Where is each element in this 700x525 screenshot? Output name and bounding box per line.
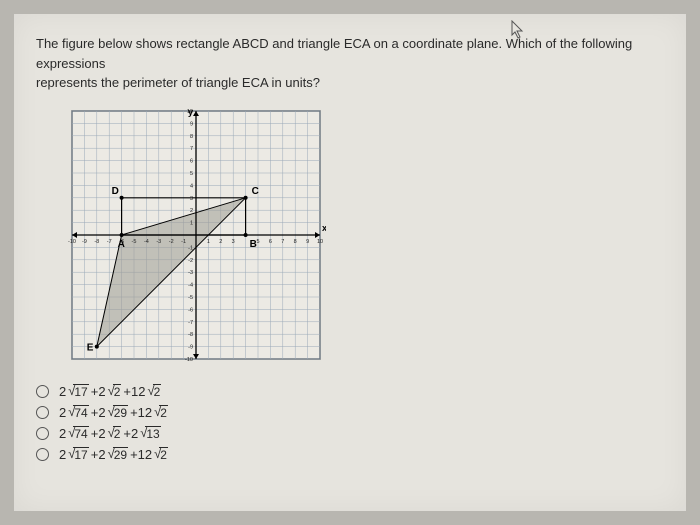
question-text: The figure below shows rectangle ABCD an… — [36, 34, 664, 93]
svg-text:1: 1 — [190, 220, 193, 226]
sqrt-icon: √2 — [108, 384, 122, 398]
svg-text:3: 3 — [190, 195, 193, 201]
sqrt-icon: √74 — [68, 405, 89, 419]
svg-text:C: C — [252, 185, 259, 196]
option-4[interactable]: 2 √17 + 2 √29 + 12 √2 — [36, 447, 664, 462]
opt1-c1: 2 — [59, 384, 66, 399]
svg-text:-9: -9 — [188, 344, 193, 350]
svg-text:-7: -7 — [188, 319, 193, 325]
svg-text:1: 1 — [207, 239, 210, 245]
svg-text:-3: -3 — [188, 270, 193, 276]
sqrt-icon: √74 — [68, 426, 89, 440]
svg-text:6: 6 — [190, 158, 193, 164]
svg-text:A: A — [118, 239, 125, 250]
svg-text:6: 6 — [269, 239, 272, 245]
svg-text:-7: -7 — [107, 239, 112, 245]
radio-icon — [36, 448, 49, 461]
svg-text:-8: -8 — [94, 239, 99, 245]
sqrt-icon: √17 — [68, 447, 89, 461]
sqrt-icon: √2 — [154, 447, 168, 461]
sqrt-icon: √29 — [108, 405, 129, 419]
svg-text:-1: -1 — [188, 245, 193, 251]
page: The figure below shows rectangle ABCD an… — [14, 14, 686, 511]
svg-text:-8: -8 — [188, 332, 193, 338]
svg-text:-4: -4 — [144, 239, 149, 245]
svg-text:-2: -2 — [188, 257, 193, 263]
svg-text:4: 4 — [190, 183, 193, 189]
cursor-icon — [510, 20, 526, 45]
svg-text:-10: -10 — [68, 239, 76, 245]
opt1-c2: 2 — [98, 384, 105, 399]
svg-text:B: B — [250, 239, 257, 250]
option-2[interactable]: 2 √74 + 2 √29 + 12 √2 — [36, 405, 664, 420]
radio-icon — [36, 427, 49, 440]
options: 2 √17 + 2 √2 + 12 √2 2 √74 + 2 √29 + 12 … — [36, 384, 664, 462]
sqrt-icon: √17 — [68, 384, 89, 398]
option-3[interactable]: 2 √74 + 2 √2 + 2 √13 — [36, 426, 664, 441]
svg-text:D: D — [112, 185, 119, 196]
question-line2: represents the perimeter of triangle ECA… — [36, 75, 320, 90]
svg-text:-2: -2 — [169, 239, 174, 245]
svg-text:8: 8 — [190, 133, 193, 139]
svg-text:-10: -10 — [185, 357, 193, 363]
svg-text:10: 10 — [317, 239, 323, 245]
svg-text:2: 2 — [219, 239, 222, 245]
svg-text:-9: -9 — [82, 239, 87, 245]
svg-text:3: 3 — [232, 239, 235, 245]
svg-text:8: 8 — [294, 239, 297, 245]
svg-text:-3: -3 — [156, 239, 161, 245]
sqrt-icon: √2 — [154, 405, 168, 419]
svg-text:y: y — [188, 107, 193, 117]
svg-text:7: 7 — [281, 239, 284, 245]
svg-text:E: E — [87, 342, 94, 353]
radio-icon — [36, 385, 49, 398]
question-line1: The figure below shows rectangle ABCD an… — [36, 36, 632, 71]
svg-text:-5: -5 — [188, 295, 193, 301]
sqrt-icon: √29 — [108, 447, 129, 461]
svg-text:9: 9 — [306, 239, 309, 245]
sqrt-icon: √2 — [147, 384, 161, 398]
graph: -10-9-8-7-6-5-4-3-2-11235678910109876543… — [66, 105, 664, 370]
svg-text:-5: -5 — [132, 239, 137, 245]
svg-text:2: 2 — [190, 208, 193, 214]
svg-text:-4: -4 — [188, 282, 193, 288]
sqrt-icon: √13 — [140, 426, 161, 440]
svg-text:x: x — [322, 223, 326, 233]
sqrt-icon: √2 — [108, 426, 122, 440]
coordinate-plane: -10-9-8-7-6-5-4-3-2-11235678910109876543… — [66, 105, 326, 365]
svg-text:7: 7 — [190, 146, 193, 152]
radio-icon — [36, 406, 49, 419]
option-1[interactable]: 2 √17 + 2 √2 + 12 √2 — [36, 384, 664, 399]
svg-text:9: 9 — [190, 121, 193, 127]
svg-text:5: 5 — [256, 239, 259, 245]
opt1-c3: 12 — [131, 384, 145, 399]
svg-text:-6: -6 — [188, 307, 193, 313]
svg-text:-1: -1 — [181, 239, 186, 245]
svg-text:5: 5 — [190, 171, 193, 177]
